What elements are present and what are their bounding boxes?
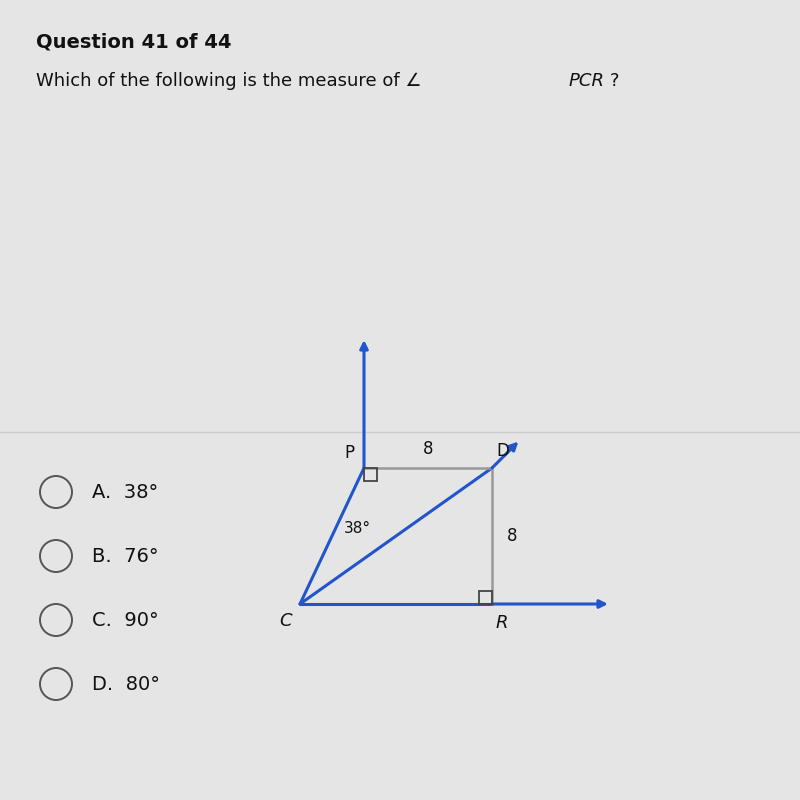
Text: PCR: PCR [569,72,605,90]
Text: A.  38°: A. 38° [92,482,158,502]
Text: C.  90°: C. 90° [92,610,158,630]
Text: D: D [496,442,509,460]
Text: Question 41 of 44: Question 41 of 44 [36,32,231,51]
Text: 8: 8 [422,440,434,458]
Text: D.  80°: D. 80° [92,674,160,694]
Text: R: R [496,614,509,632]
Text: Which of the following is the measure of ∠: Which of the following is the measure of… [36,72,422,90]
Text: B.  76°: B. 76° [92,546,158,566]
Text: 8: 8 [506,527,517,545]
Text: P: P [344,443,354,462]
Text: 38°: 38° [344,521,371,536]
Text: ?: ? [610,72,619,90]
Text: C: C [279,612,292,630]
